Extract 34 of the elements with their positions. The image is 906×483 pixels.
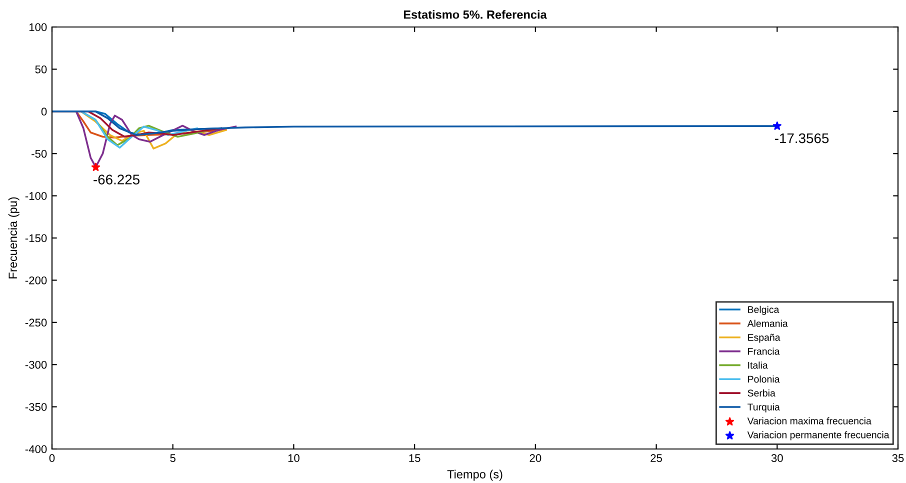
x-tick-label: 35 (892, 454, 904, 462)
y-tick-label: 0 (41, 108, 47, 116)
y-tick-label: 50 (35, 65, 47, 74)
y-tick-label: 100 (29, 23, 47, 32)
legend-label: Variacion permanente frecuencia (747, 431, 890, 440)
legend-label: Italia (748, 362, 768, 369)
legend-label: Serbia (748, 389, 776, 397)
legend-label: Belgica (748, 306, 780, 315)
x-tick-label: 15 (409, 454, 420, 462)
y-tick-label: -100 (25, 192, 47, 200)
y-tick-label: -150 (25, 234, 47, 242)
legend-label: Turquia (748, 403, 780, 412)
y-tick-label: -250 (25, 318, 47, 327)
data-label: -17.3565 (774, 133, 829, 144)
x-axis-title: Tiempo (s) (447, 470, 502, 481)
legend-label: Polonia (748, 375, 780, 383)
y-tick-label: -400 (25, 445, 47, 454)
x-tick-label: 20 (530, 454, 542, 462)
x-tick-label: 10 (288, 454, 300, 462)
y-tick-label: -300 (25, 360, 47, 369)
chart-title: Estatismo 5%. Referencia (404, 10, 547, 19)
legend-label: Francia (748, 348, 780, 355)
legend-label: España (748, 334, 780, 343)
y-tick-label: -350 (25, 403, 47, 411)
x-tick-label: 5 (170, 454, 176, 462)
data-label: -66.225 (94, 174, 140, 184)
x-tick-label: 30 (771, 454, 783, 462)
x-tick-label: 25 (650, 454, 662, 462)
y-axis-title: Frecuencia (pu) (8, 197, 20, 278)
legend-label: Alemania (747, 320, 788, 327)
legend-label: Variacion maxima frecuencia (747, 417, 872, 424)
y-tick-label: -200 (25, 276, 47, 284)
x-tick-label: 0 (49, 454, 55, 462)
y-tick-label: -50 (32, 150, 47, 158)
